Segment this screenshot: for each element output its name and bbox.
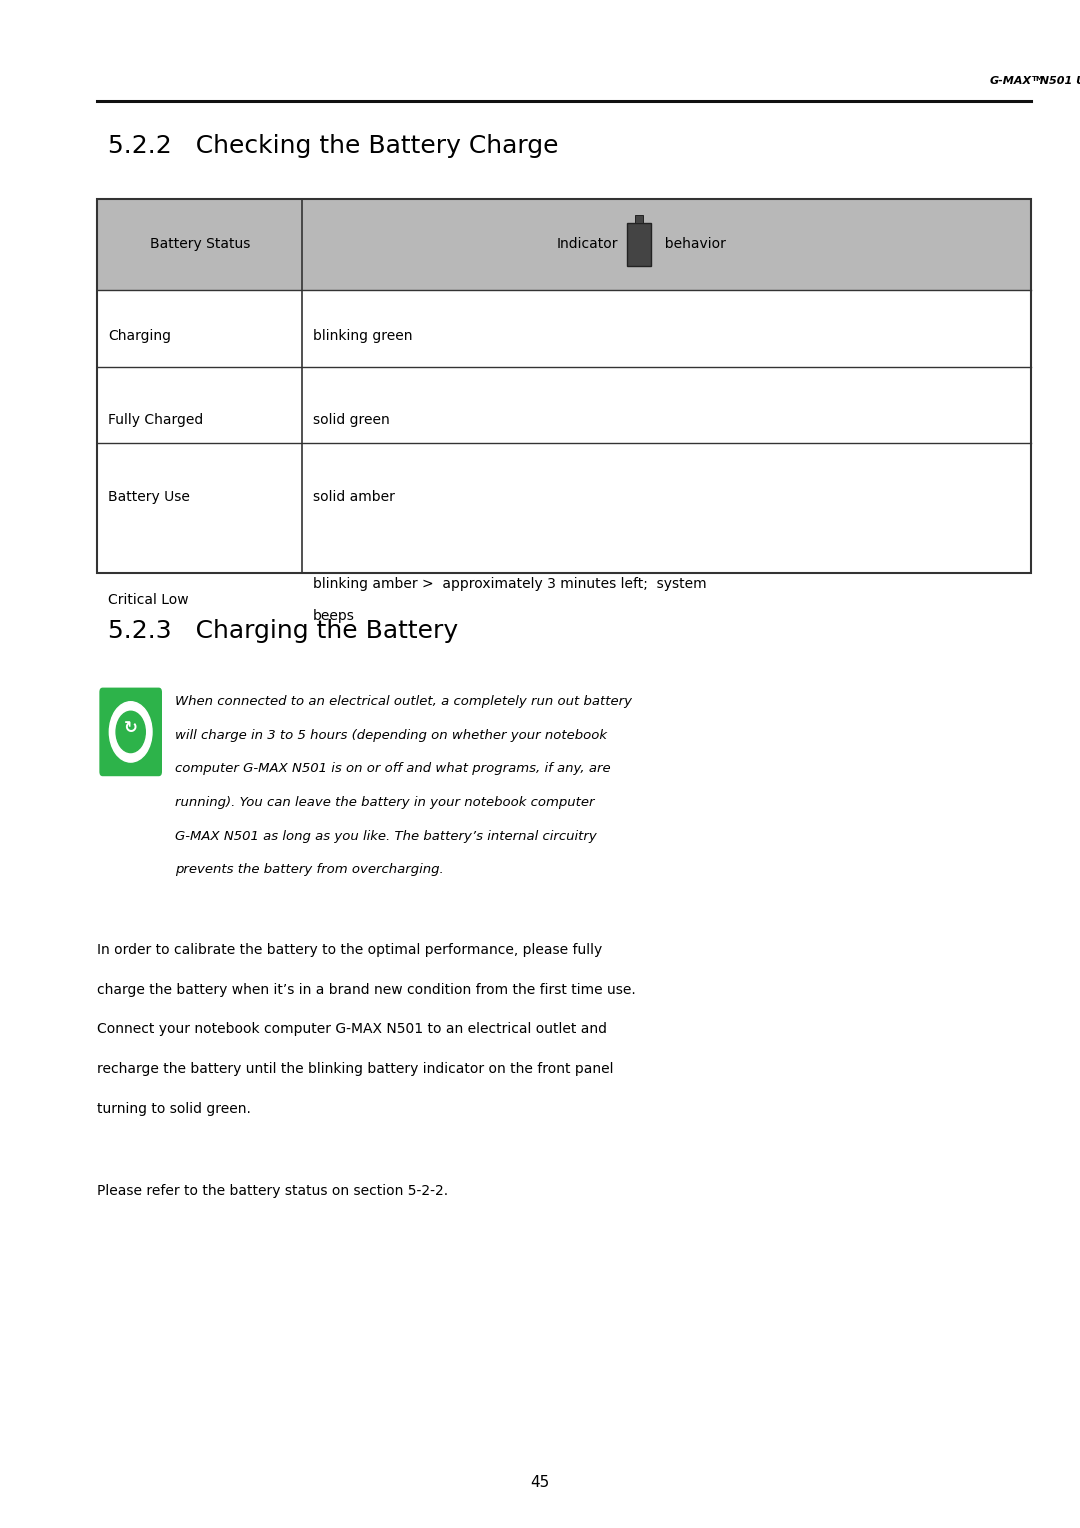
Circle shape — [116, 711, 146, 753]
Text: Battery Use: Battery Use — [108, 489, 190, 504]
Text: solid green: solid green — [313, 413, 390, 428]
Text: 5.2.3   Charging the Battery: 5.2.3 Charging the Battery — [108, 619, 458, 643]
Text: running). You can leave the battery in your notebook computer: running). You can leave the battery in y… — [175, 796, 594, 810]
Text: Fully Charged: Fully Charged — [108, 413, 203, 428]
Text: G-MAX N501 as long as you like. The battery’s internal circuitry: G-MAX N501 as long as you like. The batt… — [175, 830, 597, 843]
Text: turning to solid green.: turning to solid green. — [97, 1102, 251, 1115]
Text: Please refer to the battery status on section 5-2-2.: Please refer to the battery status on se… — [97, 1184, 448, 1198]
Text: ↻: ↻ — [124, 720, 137, 736]
Text: computer G-MAX N501 is on or off and what programs, if any, are: computer G-MAX N501 is on or off and wha… — [175, 762, 610, 776]
Bar — [635, 215, 643, 223]
Text: recharge the battery until the blinking battery indicator on the front panel: recharge the battery until the blinking … — [97, 1062, 613, 1076]
Text: Battery Status: Battery Status — [150, 237, 249, 252]
Text: Charging: Charging — [108, 329, 171, 344]
FancyBboxPatch shape — [99, 688, 162, 776]
Text: 5.2.2   Checking the Battery Charge: 5.2.2 Checking the Battery Charge — [108, 134, 558, 159]
Text: beeps: beeps — [313, 608, 355, 623]
Text: Connect your notebook computer G-MAX N501 to an electrical outlet and: Connect your notebook computer G-MAX N50… — [97, 1022, 607, 1036]
Text: will charge in 3 to 5 hours (depending on whether your notebook: will charge in 3 to 5 hours (depending o… — [175, 729, 607, 743]
Text: blinking green: blinking green — [313, 329, 413, 344]
Text: TM: TM — [1032, 76, 1043, 81]
Text: blinking amber >  approximately 3 minutes left;  system: blinking amber > approximately 3 minutes… — [313, 576, 706, 591]
Bar — [97, 199, 1031, 573]
Text: G-MAX: G-MAX — [989, 76, 1031, 86]
Text: In order to calibrate the battery to the optimal performance, please fully: In order to calibrate the battery to the… — [97, 943, 603, 957]
Text: N501 User’s Manual: N501 User’s Manual — [1032, 76, 1080, 86]
Text: charge the battery when it’s in a brand new condition from the first time use.: charge the battery when it’s in a brand … — [97, 983, 636, 996]
Text: prevents the battery from overcharging.: prevents the battery from overcharging. — [175, 863, 444, 877]
Circle shape — [109, 701, 152, 762]
Text: Critical Low: Critical Low — [108, 593, 189, 607]
Bar — [97, 199, 1031, 290]
Text: behavior: behavior — [656, 237, 726, 252]
Text: Indicator: Indicator — [557, 237, 618, 252]
Text: solid amber: solid amber — [313, 489, 395, 504]
Text: 45: 45 — [530, 1475, 550, 1490]
Bar — [626, 223, 650, 266]
Text: When connected to an electrical outlet, a completely run out battery: When connected to an electrical outlet, … — [175, 695, 632, 709]
